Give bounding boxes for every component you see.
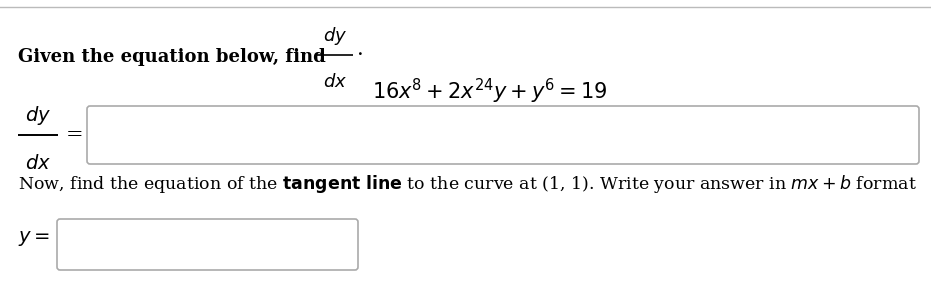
Text: Now, find the equation of the $\mathbf{tangent\ line}$ to the curve at (1, 1). W: Now, find the equation of the $\mathbf{t… <box>18 173 917 195</box>
FancyBboxPatch shape <box>87 106 919 164</box>
Text: Given the equation below, find: Given the equation below, find <box>18 48 326 66</box>
Text: =: = <box>66 126 84 145</box>
Text: $dy$: $dy$ <box>323 25 347 47</box>
Text: $dy$: $dy$ <box>25 104 51 127</box>
Text: $dx$: $dx$ <box>323 73 347 91</box>
Text: $y =$: $y =$ <box>18 229 50 248</box>
FancyBboxPatch shape <box>57 219 358 270</box>
Text: $16x^{8} + 2x^{24}y + y^{6} = 19$: $16x^{8} + 2x^{24}y + y^{6} = 19$ <box>372 77 608 106</box>
Text: $dx$: $dx$ <box>25 154 51 173</box>
Text: .: . <box>357 40 364 59</box>
